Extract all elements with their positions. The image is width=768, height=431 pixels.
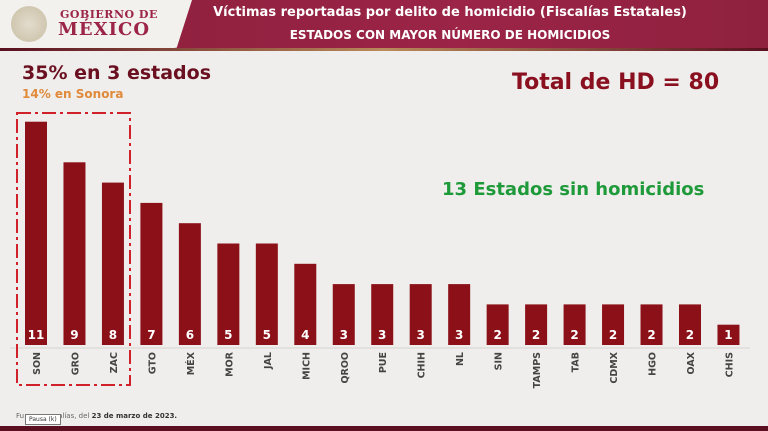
bar-OAX — [678, 304, 701, 345]
data-label: 3 — [340, 328, 348, 342]
bar-CHIH — [409, 284, 432, 345]
tick-label: HGO — [648, 352, 659, 376]
tick-label: NL — [455, 352, 466, 366]
logo-line2: MÉXICO — [58, 19, 151, 40]
tick-label: GRO — [70, 352, 81, 375]
tick-label: ZAC — [109, 352, 120, 373]
tooltip: Pausa (k) — [25, 414, 61, 425]
zero-states-annotation: 13 Estados sin homicidios — [442, 179, 705, 200]
source-note: Fu alías, del 23 de marzo de 2023. — [16, 412, 177, 420]
tick-label: MOR — [224, 351, 235, 377]
tick-label: TAMPS — [532, 352, 543, 389]
header-divider — [0, 48, 768, 51]
highlight-box — [16, 112, 131, 386]
share-annotation: 35% en 3 estados — [22, 62, 212, 84]
logo: GOBIERNO DE MÉXICO — [0, 0, 192, 48]
source-prefix: Fu — [16, 412, 25, 420]
bar-GTO — [140, 202, 163, 345]
logo-line1: GOBIERNO DE — [60, 8, 158, 21]
source-date: 23 de marzo de 2023. — [91, 412, 178, 420]
bar-HGO — [640, 304, 663, 345]
source-middle: alías, del — [58, 412, 92, 420]
tick-label: MÉX — [185, 351, 197, 375]
bar-CDMX — [602, 304, 625, 345]
data-label: 7 — [147, 328, 155, 342]
tick-label: PUE — [378, 352, 389, 373]
data-label: 11 — [28, 328, 45, 342]
data-label: 3 — [455, 328, 463, 342]
tick-label: CDMX — [609, 351, 620, 383]
bar-SON — [25, 121, 47, 345]
page-title: Víctimas reportadas por delito de homici… — [213, 5, 687, 20]
tick-label: QROO — [340, 352, 351, 384]
tick-label: SON — [32, 352, 43, 375]
tick-label: JAL — [263, 352, 274, 370]
bar-TAMPS — [525, 304, 548, 345]
tick-label: CHIS — [724, 352, 735, 377]
tick-label: SIN — [494, 352, 505, 370]
data-label: 8 — [109, 328, 117, 342]
data-label: 2 — [532, 328, 540, 342]
bottom-bar — [0, 426, 768, 431]
bar-MOR — [217, 243, 240, 345]
data-label: 6 — [186, 328, 194, 342]
data-label: 2 — [647, 328, 655, 342]
data-label: 3 — [378, 328, 386, 342]
bar-QROO — [332, 284, 355, 345]
data-label: 2 — [570, 328, 578, 342]
bar-TAB — [563, 304, 586, 345]
tick-label: MICH — [301, 352, 312, 380]
data-label: 9 — [70, 328, 78, 342]
total-annotation: Total de HD = 80 — [512, 70, 720, 95]
bar-JAL — [255, 243, 278, 345]
page-subtitle: ESTADOS CON MAYOR NÚMERO DE HOMICIDIOS — [289, 28, 611, 42]
bar-CHIS — [717, 324, 740, 345]
bar-MÉX — [178, 223, 201, 345]
tick-label: GTO — [147, 352, 158, 374]
data-label: 3 — [417, 328, 425, 342]
data-label: 1 — [724, 328, 732, 342]
tick-label: CHIH — [417, 352, 428, 378]
data-label: 2 — [493, 328, 501, 342]
bar-MICH — [294, 263, 317, 345]
data-label: 5 — [224, 328, 232, 342]
tick-label: OAX — [686, 351, 697, 374]
data-label: 2 — [609, 328, 617, 342]
data-label: 5 — [263, 328, 271, 342]
data-label: 2 — [686, 328, 694, 342]
bar-GRO — [63, 162, 86, 345]
sonora-annotation: 14% en Sonora — [22, 87, 124, 101]
tick-label: TAB — [571, 352, 582, 372]
bar-SIN — [486, 304, 509, 345]
seal-icon — [11, 6, 47, 42]
bar-ZAC — [101, 182, 124, 345]
bar-PUE — [371, 284, 394, 345]
data-label: 4 — [301, 328, 309, 342]
bar-NL — [448, 284, 471, 345]
